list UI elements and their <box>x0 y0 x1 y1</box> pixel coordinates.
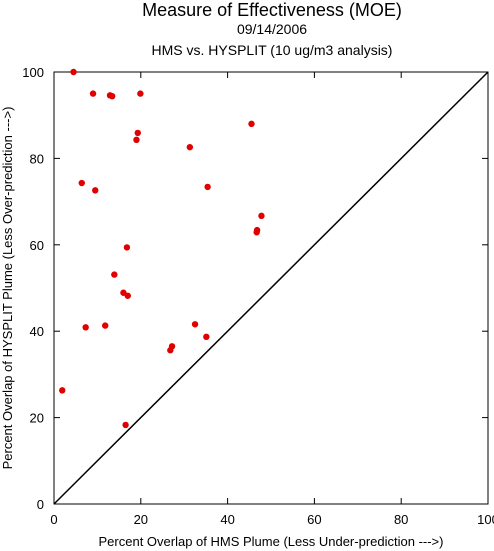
y-tick-label: 80 <box>30 151 44 166</box>
plot-area-frame <box>53 71 489 505</box>
data-point <box>59 387 66 394</box>
data-point <box>122 421 129 429</box>
scatter-points <box>59 68 265 429</box>
data-point <box>133 136 140 144</box>
data-point <box>167 347 174 354</box>
x-tick-label: 0 <box>50 512 57 527</box>
x-axis-label: Percent Overlap of HMS Plume (Less Under… <box>99 534 444 549</box>
chart-title: Measure of Effectiveness (MOE) <box>142 0 402 20</box>
x-axis: 0 20 40 60 80 100 <box>50 72 494 527</box>
data-point <box>89 90 97 97</box>
data-point <box>248 120 255 128</box>
data-point <box>82 324 89 331</box>
chart-date: 09/14/2006 <box>237 21 307 37</box>
data-point <box>134 129 141 137</box>
y-tick-label: 100 <box>22 65 44 80</box>
data-point <box>78 179 85 187</box>
data-point <box>124 292 131 299</box>
data-point <box>92 187 99 194</box>
x-tick-label: 60 <box>307 512 321 527</box>
data-point <box>102 322 109 329</box>
x-tick-label: 100 <box>477 512 494 527</box>
y-tick-label: 0 <box>37 497 44 512</box>
y-tick-label: 20 <box>30 411 44 426</box>
y-tick-label: 60 <box>30 238 44 253</box>
data-point <box>123 244 131 251</box>
data-point <box>191 321 199 328</box>
data-point <box>203 333 210 341</box>
y-axis-label: Percent Overlap of HYSPLIT Plume (Less O… <box>0 107 15 470</box>
x-tick-label: 80 <box>394 512 408 527</box>
y-tick-label: 40 <box>30 324 44 339</box>
data-point <box>253 229 260 236</box>
data-point <box>70 68 77 76</box>
data-point <box>108 92 116 100</box>
chart-analysis-subtitle: HMS vs. HYSPLIT (10 ug/m3 analysis) <box>152 42 393 58</box>
data-point <box>137 90 144 97</box>
one-to-one-reference-line <box>53 71 489 505</box>
y-axis: 0 20 40 60 80 100 <box>22 65 488 512</box>
data-point <box>186 143 194 151</box>
x-tick-label: 20 <box>134 512 148 527</box>
data-point <box>258 212 265 220</box>
data-point <box>111 271 118 278</box>
x-tick-label: 40 <box>220 512 234 527</box>
data-point <box>204 183 211 191</box>
